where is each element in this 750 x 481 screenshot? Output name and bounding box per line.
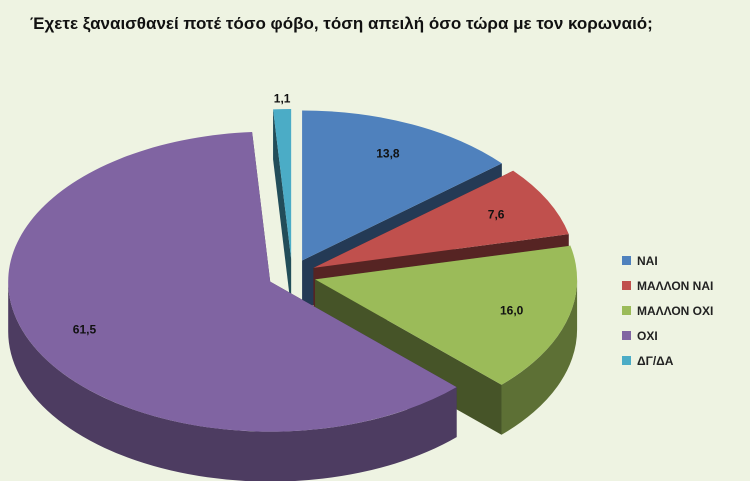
data-label-mallon-oxi: 16,0 — [500, 303, 524, 317]
pie-slice-side-mallon-oxi-0 — [501, 279, 578, 435]
legend-label-mallon-oxi: ΜΑΛΛΟΝ ΟΧΙ — [637, 303, 714, 318]
pie-slice-wall-dg-da-0 — [273, 109, 292, 310]
legend-item-mallon-nai: ΜΑΛΛΟΝ ΝΑΙ — [622, 273, 713, 298]
legend-swatch-nai — [622, 256, 631, 265]
pie-slice-dg-da — [273, 109, 292, 310]
pie-slice-top-nai — [302, 110, 502, 261]
legend-label-oxi: ΟΧΙ — [637, 328, 658, 343]
pie-slice-top-mallon-oxi — [315, 245, 578, 385]
pie-slice-top-dg-da — [273, 109, 292, 260]
legend-swatch-mallon-oxi — [622, 306, 631, 315]
pie-slice-top-mallon-nai — [313, 170, 569, 268]
data-label-mallon-nai: 7,6 — [488, 208, 505, 222]
legend-item-nai: ΝΑΙ — [622, 248, 713, 273]
legend-swatch-mallon-nai — [622, 281, 631, 290]
legend-item-dg-da: ΔΓ/ΔΑ — [622, 348, 713, 373]
legend-swatch-oxi — [622, 331, 631, 340]
data-label-dg-da: 1,1 — [274, 91, 291, 105]
pie-slice-side-oxi-0 — [8, 281, 457, 481]
legend: ΝΑΙ ΜΑΛΛΟΝ ΝΑΙ ΜΑΛΛΟΝ ΟΧΙ ΟΧΙ ΔΓ/ΔΑ — [622, 248, 713, 373]
legend-label-dg-da: ΔΓ/ΔΑ — [637, 353, 674, 368]
data-label-oxi: 61,5 — [73, 323, 97, 337]
chart-title: Έχετε ξαναισθανεί ποτέ τόσο φόβο, τόση α… — [30, 14, 653, 33]
legend-item-oxi: ΟΧΙ — [622, 323, 713, 348]
legend-item-mallon-oxi: ΜΑΛΛΟΝ ΟΧΙ — [622, 298, 713, 323]
legend-label-nai: ΝΑΙ — [637, 253, 658, 268]
pie-slice-oxi — [8, 132, 457, 481]
legend-label-mallon-nai: ΜΑΛΛΟΝ ΝΑΙ — [637, 278, 714, 293]
data-label-nai: 13,8 — [376, 146, 400, 160]
pie-slice-top-oxi — [8, 132, 457, 432]
legend-swatch-dg-da — [622, 356, 631, 365]
